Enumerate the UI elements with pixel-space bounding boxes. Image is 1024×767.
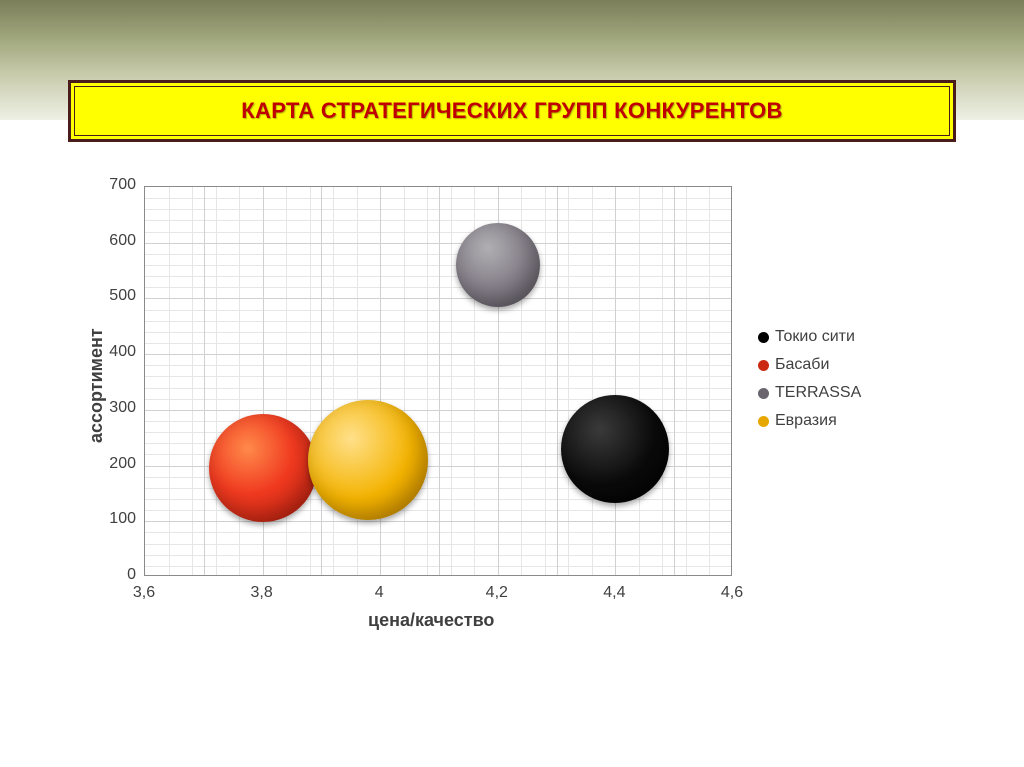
legend-item: Басаби	[758, 356, 861, 374]
legend-marker-icon	[758, 388, 769, 399]
bubble-Евразия	[308, 400, 428, 520]
legend-item: TERRASSA	[758, 384, 861, 402]
title-frame-inner: КАРТА СТРАТЕГИЧЕСКИХ ГРУПП КОНКУРЕНТОВ	[74, 86, 950, 136]
legend-item: Токио сити	[758, 328, 861, 346]
bubble-TERRASSA	[456, 223, 540, 307]
bubble-Басаби	[209, 414, 317, 522]
y-tick-label: 500	[96, 287, 136, 305]
x-tick-label: 3,8	[242, 584, 282, 602]
legend: Токио сити Басаби TERRASSA Евразия	[758, 328, 861, 440]
title-frame-outer: КАРТА СТРАТЕГИЧЕСКИХ ГРУПП КОНКУРЕНТОВ	[68, 80, 956, 142]
legend-marker-icon	[758, 360, 769, 371]
legend-label: Евразия	[775, 412, 837, 430]
legend-label: Басаби	[775, 356, 829, 374]
legend-marker-icon	[758, 416, 769, 427]
slide-title: КАРТА СТРАТЕГИЧЕСКИХ ГРУПП КОНКУРЕНТОВ	[241, 98, 782, 124]
x-tick-label: 4,6	[712, 584, 752, 602]
y-tick-label: 700	[96, 176, 136, 194]
legend-label: TERRASSA	[775, 384, 861, 402]
y-axis-title: ассортимент	[86, 329, 107, 444]
bubble-Токио сити	[561, 395, 669, 503]
x-tick-label: 4,4	[594, 584, 634, 602]
y-tick-label: 100	[96, 510, 136, 528]
legend-marker-icon	[758, 332, 769, 343]
legend-label: Токио сити	[775, 328, 855, 346]
y-tick-label: 600	[96, 232, 136, 250]
bubble-chart: 01002003004005006007003,63,844,24,44,6ас…	[80, 180, 960, 660]
x-axis-title: цена/качество	[368, 610, 494, 631]
y-tick-label: 200	[96, 455, 136, 473]
legend-item: Евразия	[758, 412, 861, 430]
plot-area	[144, 186, 732, 576]
x-tick-label: 4	[359, 584, 399, 602]
y-tick-label: 0	[96, 566, 136, 584]
x-tick-label: 3,6	[124, 584, 164, 602]
x-tick-label: 4,2	[477, 584, 517, 602]
title-box: КАРТА СТРАТЕГИЧЕСКИХ ГРУПП КОНКУРЕНТОВ	[68, 80, 956, 142]
